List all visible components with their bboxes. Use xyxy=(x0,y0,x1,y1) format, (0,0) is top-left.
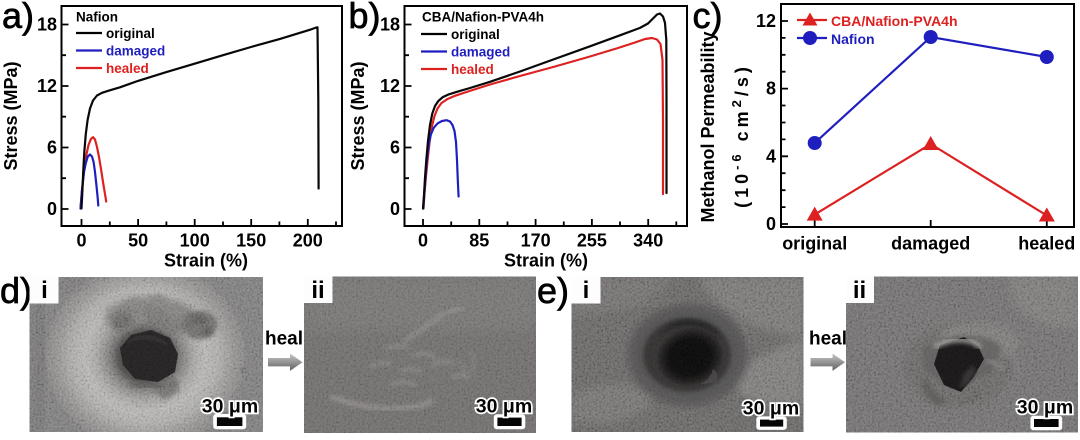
svg-text:0: 0 xyxy=(76,231,86,251)
svg-text:6: 6 xyxy=(47,138,57,158)
svg-text:Nafion: Nafion xyxy=(831,31,875,47)
svg-text:damaged: damaged xyxy=(451,45,510,60)
svg-text:85: 85 xyxy=(469,231,489,251)
svg-text:CBA/Nafion-PVA4h: CBA/Nafion-PVA4h xyxy=(422,10,544,25)
svg-text:Strain (%): Strain (%) xyxy=(504,251,588,271)
svg-text:healed: healed xyxy=(1018,234,1075,254)
svg-text:a): a) xyxy=(2,0,34,36)
svg-text:c): c) xyxy=(693,0,723,36)
svg-text:255: 255 xyxy=(577,231,607,251)
svg-text:ii: ii xyxy=(311,277,324,304)
svg-text:healed: healed xyxy=(106,61,149,76)
svg-text:0: 0 xyxy=(766,214,776,234)
svg-text:original: original xyxy=(451,27,500,42)
svg-text:30 μm: 30 μm xyxy=(1017,397,1073,419)
svg-text:12: 12 xyxy=(37,76,57,96)
svg-text:30 μm: 30 μm xyxy=(202,396,258,418)
svg-text:50: 50 xyxy=(128,231,148,251)
svg-text:ii: ii xyxy=(853,277,866,304)
svg-text:150: 150 xyxy=(236,231,266,251)
svg-text:340: 340 xyxy=(633,231,663,251)
svg-text:4: 4 xyxy=(766,146,776,166)
svg-text:100: 100 xyxy=(180,231,210,251)
svg-text:12: 12 xyxy=(756,11,776,31)
svg-text:0: 0 xyxy=(418,231,428,251)
svg-text:30 μm: 30 μm xyxy=(743,398,799,420)
svg-text:i: i xyxy=(41,277,48,304)
svg-text:damaged: damaged xyxy=(891,234,970,254)
svg-text:CBA/Nafion-PVA4h: CBA/Nafion-PVA4h xyxy=(831,13,958,29)
svg-text:200: 200 xyxy=(293,231,323,251)
svg-text:original: original xyxy=(782,234,847,254)
svg-text:Nafion: Nafion xyxy=(76,10,118,25)
svg-text:e): e) xyxy=(537,270,569,311)
svg-text:0: 0 xyxy=(390,199,400,219)
svg-text:(10-6 cm2/s): (10-6 cm2/s) xyxy=(729,63,752,208)
svg-text:18: 18 xyxy=(380,15,400,35)
svg-text:d): d) xyxy=(0,270,32,311)
svg-text:170: 170 xyxy=(521,231,551,251)
svg-text:Methanol Permeability: Methanol Permeability xyxy=(698,31,718,222)
svg-text:12: 12 xyxy=(380,76,400,96)
svg-text:Strain (%): Strain (%) xyxy=(164,251,248,271)
svg-text:Stress (MPa): Stress (MPa) xyxy=(348,61,368,170)
svg-text:6: 6 xyxy=(390,138,400,158)
svg-text:i: i xyxy=(583,277,590,304)
svg-text:Stress (MPa): Stress (MPa) xyxy=(1,61,21,170)
svg-text:30 μm: 30 μm xyxy=(476,396,532,418)
svg-text:healed: healed xyxy=(451,62,494,77)
svg-text:damaged: damaged xyxy=(106,44,165,59)
svg-text:b): b) xyxy=(349,0,381,36)
svg-text:8: 8 xyxy=(766,79,776,99)
svg-text:0: 0 xyxy=(47,199,57,219)
svg-text:18: 18 xyxy=(37,15,57,35)
svg-text:heal: heal xyxy=(265,329,303,350)
svg-text:heal: heal xyxy=(809,329,847,350)
svg-text:original: original xyxy=(106,26,155,41)
